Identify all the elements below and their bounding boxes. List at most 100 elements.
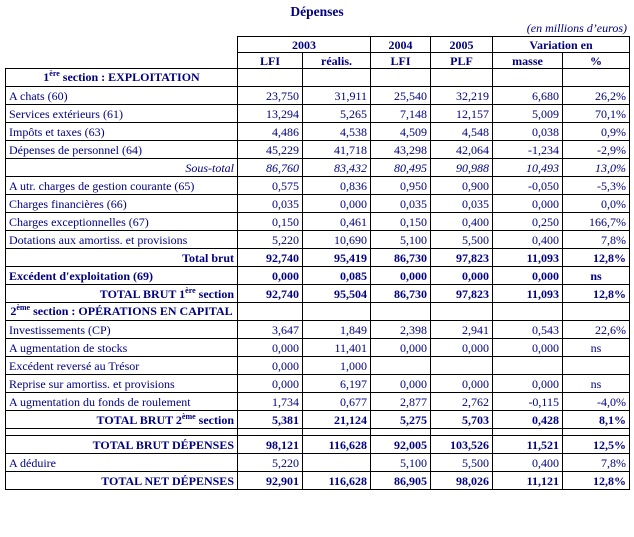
table-row-impots-taxes: Impôts et taxes (63) 4,486 4,538 4,509 4,548…	[5, 122, 631, 141]
row-label: TOTAL BRUT DÉPENSES	[5, 435, 238, 454]
cell-variation-masse: 0,400	[492, 453, 563, 472]
cell-2005-plf: 5,500	[430, 230, 493, 249]
cell-variation-pct: 22,6%	[561, 320, 631, 339]
row-label: TOTAL NET DÉPENSES	[5, 471, 238, 490]
cell-variation-masse: 11,093	[492, 248, 563, 267]
cell-2004-lfi	[370, 428, 431, 436]
cell-2003-lfi: 45,229	[237, 140, 303, 159]
cell-2005-plf: 90,988	[430, 158, 493, 177]
cell-variation-masse: -0,115	[492, 392, 563, 411]
header-row-years: 2003 2004 2005 Variation en	[6, 36, 631, 53]
cell-variation-pct: 0,0%	[561, 194, 631, 213]
table-row-total-brut: Total brut 92,740 95,419 86,730 97,823 11,093…	[5, 248, 631, 267]
cell-variation-pct: -2,9%	[561, 140, 631, 159]
cell-2003-lfi: 23,750	[237, 86, 303, 105]
cell-2004-lfi: 5,275	[370, 410, 431, 429]
cell-variation-pct: 8,1%	[561, 410, 631, 429]
cell-2003-realise: 1,000	[302, 356, 371, 375]
cell-variation-masse: 0,400	[492, 230, 563, 249]
cell-2003-lfi: 0,575	[237, 176, 303, 195]
cell-2005-plf	[430, 68, 493, 87]
table-row-autres-charges-gestion: A utr. charges de gestion courante (65) 0…	[5, 176, 631, 195]
table-body: 1ère section : EXPLOITATION A chats (60) 2…	[5, 68, 631, 490]
cell-2003-realise: 4,538	[302, 122, 371, 141]
cell-variation-masse: 11,093	[492, 284, 563, 303]
cell-2003-realise	[302, 302, 371, 321]
row-label: Excédent reversé au Trésor	[5, 356, 238, 375]
cell-variation-masse	[492, 68, 563, 87]
table-row-charges-financieres: Charges financières (66) 0,035 0,000 0,035 0…	[5, 194, 631, 213]
header-variation-masse: masse	[492, 52, 563, 69]
cell-2003-lfi	[237, 68, 303, 87]
cell-2003-lfi: 0,000	[237, 356, 303, 375]
cell-2003-lfi: 86,760	[237, 158, 303, 177]
cell-variation-pct	[561, 68, 631, 87]
cell-variation-pct: 12,5%	[561, 435, 631, 454]
cell-2003-lfi: 4,486	[237, 122, 303, 141]
cell-variation-pct: -4,0%	[561, 392, 631, 411]
cell-2003-realise: 95,419	[302, 248, 371, 267]
cell-2003-lfi: 5,220	[237, 453, 303, 472]
cell-2003-lfi: 0,035	[237, 194, 303, 213]
row-label: TOTAL BRUT 1ère section	[5, 284, 238, 303]
row-label: Impôts et taxes (63)	[5, 122, 238, 141]
cell-2003-realise	[302, 68, 371, 87]
cell-variation-pct: 70,1%	[561, 104, 631, 123]
cell-2004-lfi: 25,540	[370, 86, 431, 105]
table-row-total-brut-depenses: TOTAL BRUT DÉPENSES 98,121 116,628 92,005 10…	[5, 435, 631, 454]
cell-2003-realise: 83,432	[302, 158, 371, 177]
cell-2003-realise: 0,085	[302, 266, 371, 285]
cell-2003-lfi	[237, 428, 303, 436]
table-row-section-operations-capital: 2ème section : OPÉRATIONS EN CAPITAL	[5, 302, 631, 321]
row-label: A ugmentation du fonds de roulement	[5, 392, 238, 411]
cell-2003-lfi: 13,294	[237, 104, 303, 123]
cell-2005-plf: 98,026	[430, 471, 493, 490]
row-label: A déduire	[5, 453, 238, 472]
cell-2004-lfi: 86,730	[370, 284, 431, 303]
header-2003-lfi: LFI	[237, 52, 303, 69]
header-2003-realise: réalis.	[302, 52, 371, 69]
cell-variation-pct: 0,9%	[561, 122, 631, 141]
header-variation: Variation en	[491, 36, 631, 53]
cell-variation-pct: 7,8%	[561, 230, 631, 249]
cell-2003-lfi: 1,734	[237, 392, 303, 411]
cell-2004-lfi: 0,000	[370, 266, 431, 285]
cell-2005-plf: 0,400	[430, 212, 493, 231]
cell-2003-lfi: 0,000	[237, 266, 303, 285]
cell-2005-plf: 2,762	[430, 392, 493, 411]
cell-2003-lfi: 5,220	[237, 230, 303, 249]
cell-2003-lfi: 92,901	[237, 471, 303, 490]
row-label: 1ère section : EXPLOITATION	[5, 68, 238, 87]
cell-variation-masse: 0,000	[492, 266, 563, 285]
row-label: TOTAL BRUT 2ème section	[5, 410, 238, 429]
cell-variation-masse: 0,543	[492, 320, 563, 339]
cell-2005-plf: 103,526	[430, 435, 493, 454]
cell-2003-realise: 0,677	[302, 392, 371, 411]
cell-2003-lfi: 3,647	[237, 320, 303, 339]
cell-2003-realise: 1,849	[302, 320, 371, 339]
header-variation-pct: %	[561, 52, 631, 69]
cell-variation-masse	[492, 302, 563, 321]
cell-2003-lfi: 0,150	[237, 212, 303, 231]
table-row-augmentation-stocks: A ugmentation de stocks 0,000 11,401 0,000 0…	[5, 338, 631, 357]
cell-2003-realise: 41,718	[302, 140, 371, 159]
cell-variation-pct: ns	[561, 374, 631, 393]
row-label: Charges financières (66)	[5, 194, 238, 213]
cell-2003-realise: 21,124	[302, 410, 371, 429]
cell-variation-pct: 7,8%	[561, 453, 631, 472]
cell-2004-lfi: 92,005	[370, 435, 431, 454]
row-label: Sous-total	[5, 158, 238, 177]
cell-2005-plf	[430, 302, 493, 321]
table-row-dotations-amortiss: Dotations aux amortiss. et provisions 5,2…	[5, 230, 631, 249]
cell-2005-plf: 12,157	[430, 104, 493, 123]
cell-2005-plf: 0,900	[430, 176, 493, 195]
cell-2004-lfi: 7,148	[370, 104, 431, 123]
cell-2005-plf: 5,500	[430, 453, 493, 472]
cell-variation-masse: 10,493	[492, 158, 563, 177]
cell-2003-realise: 10,690	[302, 230, 371, 249]
table-row-excedent-tresor: Excédent reversé au Trésor 0,000 1,000	[5, 356, 631, 375]
cell-2005-plf: 5,703	[430, 410, 493, 429]
row-label: Services extérieurs (61)	[5, 104, 238, 123]
cell-variation-masse: 0,000	[492, 194, 563, 213]
